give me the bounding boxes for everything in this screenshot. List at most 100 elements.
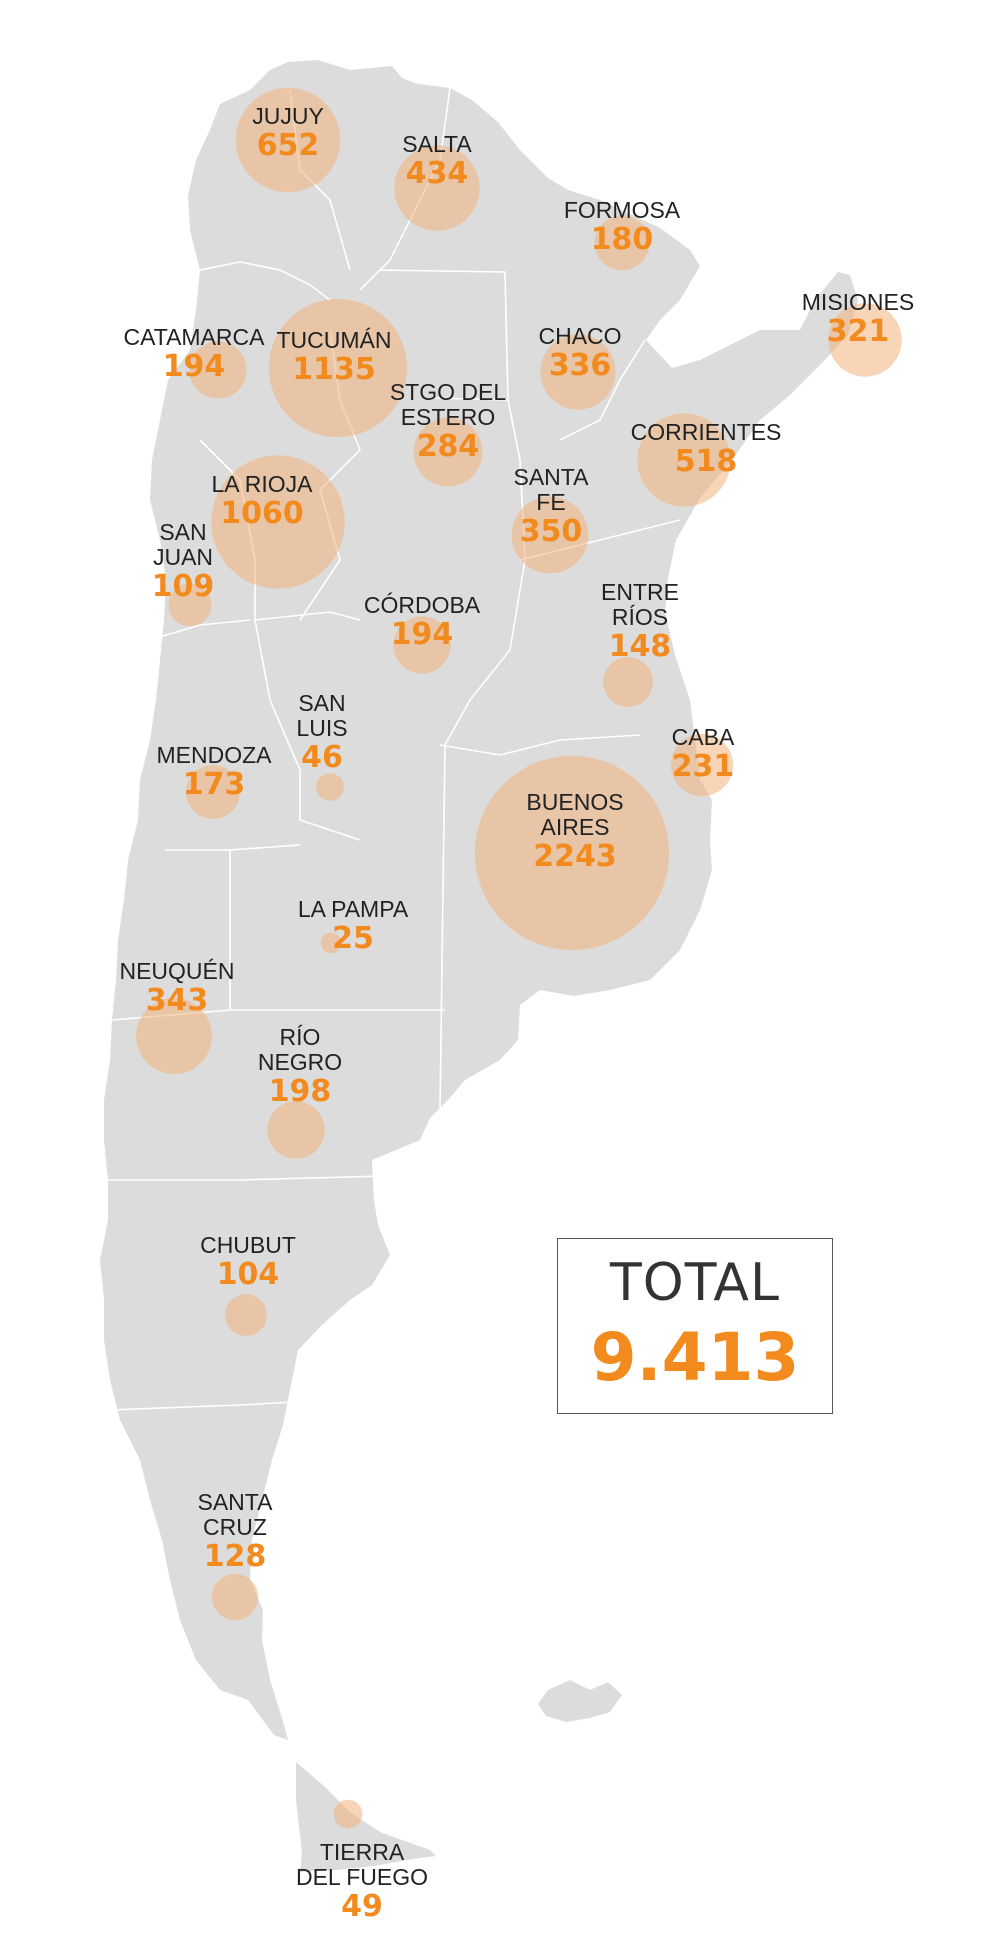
la-rioja-value: 1060	[220, 496, 304, 531]
santa-cruz-name: SANTA	[198, 1489, 274, 1515]
buenos-aires-name: AIRES	[540, 814, 609, 840]
total-box: TOTAL 9.413	[557, 1238, 833, 1414]
tierra-del-fuego-name: TIERRA	[320, 1839, 405, 1865]
la-pampa-name: LA PAMPA	[298, 896, 409, 922]
san-juan-name: JUAN	[153, 544, 213, 570]
chaco-name: CHACO	[538, 323, 621, 349]
tierra-del-fuego-value: 49	[341, 1889, 383, 1924]
santiago-del-estero-value: 284	[417, 429, 480, 464]
salta-value: 434	[406, 156, 469, 191]
san-juan-value: 109	[152, 569, 215, 604]
chubut-bubble	[225, 1294, 267, 1336]
caba-bubble	[670, 733, 734, 797]
san-luis-name: LUIS	[296, 715, 347, 741]
buenos-aires-value: 2243	[533, 839, 617, 874]
corrientes-name: CORRIENTES	[631, 419, 782, 445]
neuquen-name: NEUQUÉN	[119, 958, 234, 984]
santa-cruz-name: CRUZ	[203, 1514, 267, 1540]
san-luis-bubble	[316, 773, 344, 801]
san-juan-name: SAN	[159, 519, 206, 545]
rio-negro-bubble	[267, 1101, 325, 1159]
rio-negro-value: 198	[269, 1074, 332, 1109]
la-rioja-bubble	[211, 455, 345, 589]
tucuman-bubble	[268, 298, 408, 438]
entre-rios-value: 148	[609, 629, 672, 664]
santa-fe-bubble	[511, 496, 589, 574]
san-luis-name: SAN	[298, 690, 345, 716]
santiago-del-estero-name: STGO DEL	[390, 379, 507, 405]
formosa-value: 180	[591, 222, 654, 257]
santa-fe-name: FE	[536, 489, 565, 515]
la-pampa-bubble	[320, 932, 342, 954]
santa-fe-value: 350	[520, 514, 583, 549]
caba-value: 231	[672, 749, 735, 784]
tucuman-name: TUCUMÁN	[277, 327, 392, 353]
entre-rios-name: RÍOS	[612, 604, 668, 630]
buenos-aires-bubble	[474, 755, 670, 951]
tucuman-value: 1135	[292, 352, 376, 387]
santa-cruz-value: 128	[204, 1539, 267, 1574]
catamarca-value: 194	[163, 349, 226, 384]
cordoba-bubble	[393, 616, 451, 674]
la-rioja-name: LA RIOJA	[212, 471, 314, 497]
san-juan-bubble	[168, 583, 212, 627]
neuquen-value: 343	[146, 983, 209, 1018]
cordoba-name: CÓRDOBA	[364, 592, 481, 618]
formosa-bubble	[594, 215, 650, 271]
mendoza-name: MENDOZA	[157, 742, 273, 768]
misiones-bubble	[828, 303, 902, 377]
cordoba-value: 194	[391, 617, 454, 652]
neuquen-bubble	[136, 998, 212, 1074]
mendoza-value: 173	[183, 767, 246, 802]
chaco-bubble	[540, 334, 616, 410]
tierra-del-fuego-bubble	[333, 1799, 363, 1829]
santiago-del-estero-name: ESTERO	[401, 404, 496, 430]
entre-rios-name: ENTRE	[601, 579, 679, 605]
jujuy-name: JUJUY	[252, 103, 324, 129]
jujuy-value: 652	[257, 128, 320, 163]
entre-rios-bubble	[603, 657, 653, 707]
total-value: 9.413	[590, 1319, 800, 1396]
san-luis-value: 46	[301, 740, 343, 775]
santa-cruz-bubble	[211, 1573, 259, 1621]
rio-negro-name: NEGRO	[258, 1049, 342, 1075]
catamarca-name: CATAMARCA	[124, 324, 266, 350]
mendoza-bubble	[186, 765, 240, 819]
formosa-name: FORMOSA	[564, 197, 681, 223]
salta-name: SALTA	[402, 131, 472, 157]
santa-fe-name: SANTA	[514, 464, 590, 490]
jujuy-bubble	[235, 87, 341, 193]
chaco-value: 336	[549, 348, 612, 383]
caba-name: CABA	[672, 724, 735, 750]
buenos-aires-name: BUENOS	[526, 789, 623, 815]
misiones-name: MISIONES	[802, 289, 914, 315]
bubbles-layer	[136, 87, 902, 1829]
corrientes-bubble	[637, 413, 731, 507]
misiones-value: 321	[827, 314, 890, 349]
total-label: TOTAL	[610, 1253, 780, 1313]
